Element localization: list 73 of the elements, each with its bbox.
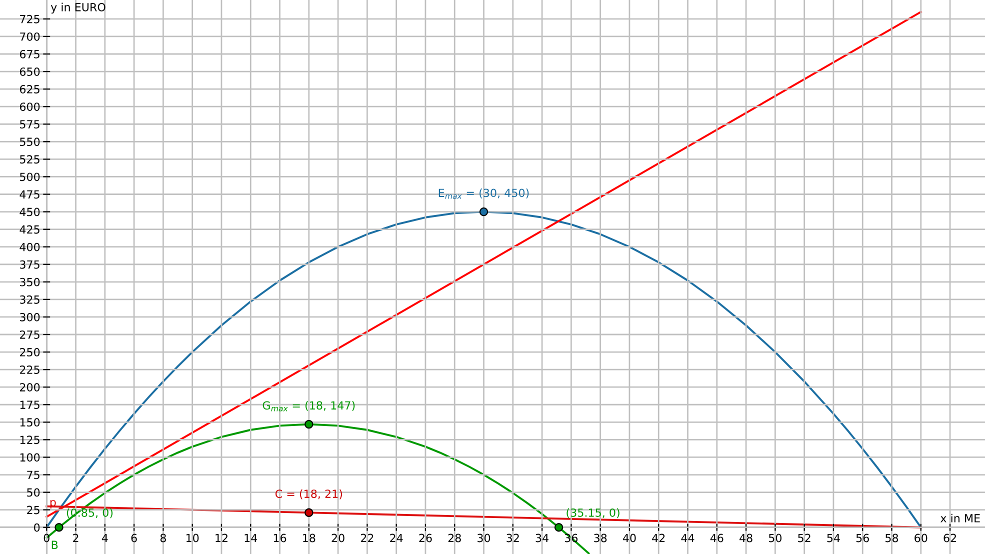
y-axis-title: y in EURO [50,2,106,14]
x-tick-label: 62 [944,534,956,542]
y-tick-label: 650 [20,68,40,76]
y-tick-label: 25 [27,506,40,514]
y-tick-label: 375 [20,260,40,269]
x-tick-label: 56 [856,534,869,542]
y-tick-label: 500 [20,172,40,182]
x-tick-label: 58 [886,534,898,542]
y-tick-label: 525 [20,155,40,164]
y-tick-label: 725 [20,14,40,24]
x-tick-label: 12 [216,534,228,542]
x-tick-label: 18 [303,534,316,542]
x-tick-label: 14 [244,534,258,542]
x-tick-label: 22 [360,534,374,542]
y-tick-label: 675 [20,50,40,58]
x-tick-label: 52 [798,534,810,542]
y-tick-label: 625 [20,85,40,94]
point [304,420,314,429]
x-tick-label: 46 [710,534,724,542]
y-tick-label: 550 [20,138,40,146]
x-tick-label: 8 [160,534,166,542]
x-tick-label: 48 [740,534,752,542]
point [54,522,64,532]
x-tick-label: 40 [622,534,636,542]
y-tick-label: 325 [20,295,40,304]
x-axis-title: x in ME [940,514,980,522]
x-tick-label: 20 [332,534,344,542]
y-tick-label: 575 [20,120,40,129]
x-tick-label: 44 [681,534,694,542]
x-tick-label: 60 [914,534,928,542]
y-tick-label: 75 [27,470,40,480]
x-tick-label: 42 [652,534,665,542]
y-tick-label: 350 [20,278,40,286]
x-tick-label: 34 [536,534,548,542]
x-tick-label: 32 [506,534,519,542]
x-tick-label: 24 [390,534,403,542]
annotation: B [52,540,58,549]
x-tick-label: 50 [768,534,782,542]
x-tick-label: 4 [102,534,108,542]
point [304,508,314,517]
annotation: (35.15, 0) [566,508,620,518]
y-tick-label: 275 [20,330,40,339]
point [554,522,564,532]
y-tick-label: 300 [20,312,40,322]
y-tick-label: 50 [27,488,40,497]
y-tick-label: 700 [20,32,40,41]
y-tick-label: 450 [20,208,40,216]
x-tick-label: 28 [448,534,461,542]
annotation: C = (18, 21) [275,489,342,500]
x-tick-label: 2 [73,534,78,542]
y-tick-label: 100 [20,453,40,462]
x-tick-label: 38 [594,534,607,542]
y-tick-label: 125 [20,436,40,444]
x-tick-label: 10 [186,534,199,542]
y-tick-label: 400 [20,242,40,252]
x-tick-label: 16 [274,534,286,542]
x-tick-label: 26 [419,534,432,542]
y-tick-label: 0 [34,523,40,532]
y-tick-label: 150 [20,418,40,427]
y-tick-label: 600 [20,102,40,111]
y-tick-label: 425 [20,225,40,234]
annotation: E$_{max}$ = (30, 450) [438,188,529,199]
x-tick-label: 30 [478,534,490,542]
x-tick-label: 0 [44,534,50,542]
y-tick-label: 250 [20,348,40,356]
point [479,207,488,216]
y-tick-label: 475 [20,190,40,199]
annotation: G$_{max}$ = (18, 147) [262,401,355,412]
x-tick-label: 54 [827,534,840,542]
y-tick-label: 175 [20,400,40,410]
x-tick-label: 6 [131,534,137,542]
y-tick-label: 200 [20,383,40,392]
y-tick-label: 225 [20,366,40,374]
